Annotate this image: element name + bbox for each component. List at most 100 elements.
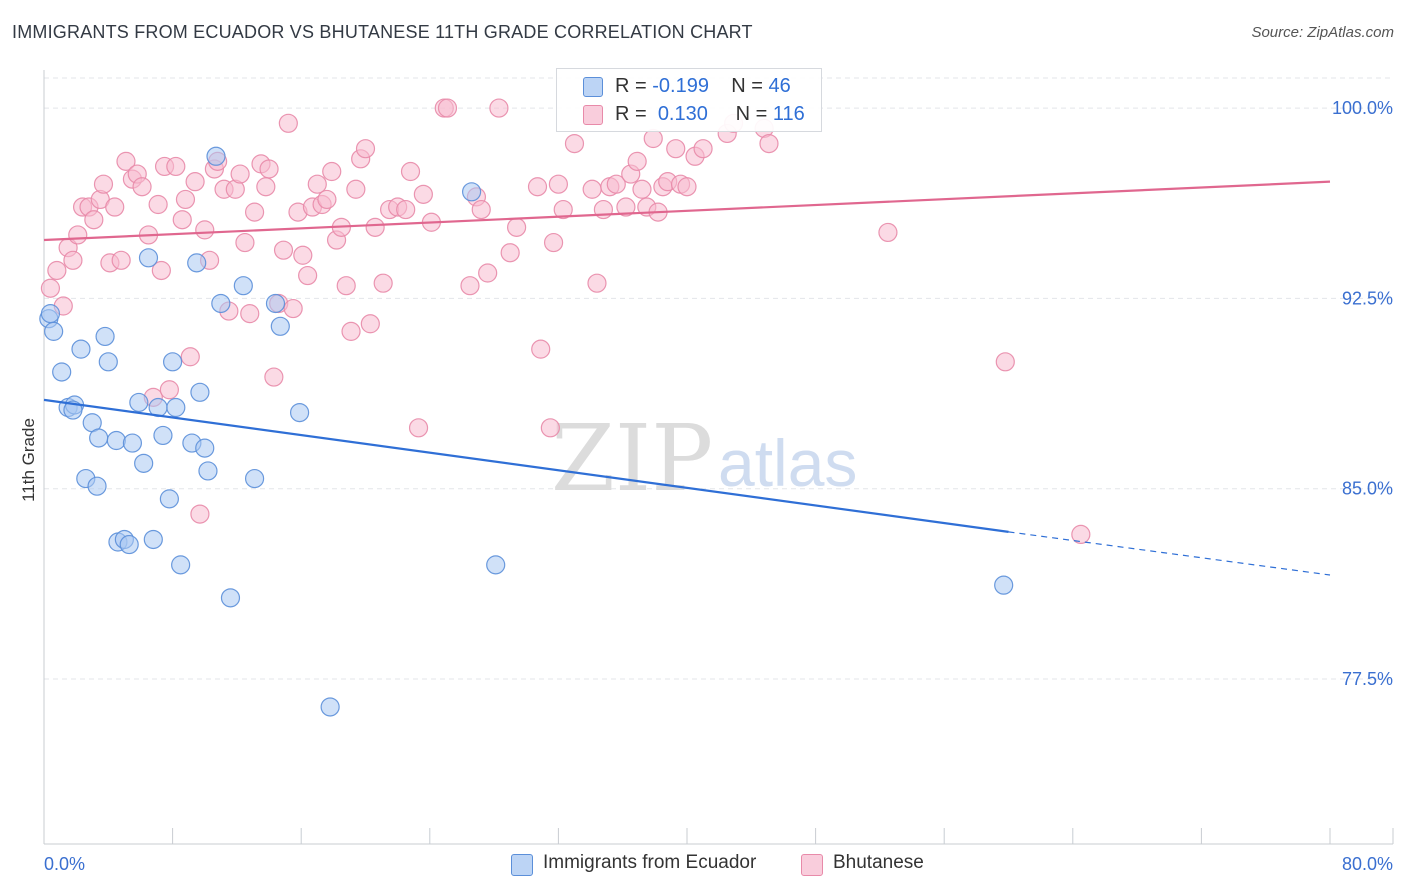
data-point-ecuador [119,534,139,555]
data-point-bhutanese [84,210,104,230]
bottom-legend-swatch-ecuador [511,854,533,876]
data-point-bhutanese [273,240,294,260]
data-point-bhutanese [116,151,136,171]
data-point-bhutanese [437,98,458,118]
legend-swatch-bhutanese [583,105,603,125]
data-point-ecuador [106,430,126,451]
data-point-bhutanese [105,197,125,217]
data-point-ecuador [289,402,310,423]
data-point-bhutanese [460,276,480,296]
data-point-ecuador [320,697,340,717]
bottom-legend-swatch-bhutanese [801,854,823,876]
data-point-bhutanese [264,367,284,387]
data-point-bhutanese [159,380,179,400]
data-point-bhutanese [632,179,652,199]
data-point-bhutanese [677,177,697,197]
data-point-bhutanese [606,174,626,194]
watermark-atlas: atlas [718,426,857,500]
y-tick-label: 85.0% [1342,479,1393,499]
data-point-bhutanese [307,174,327,194]
data-point-bhutanese [317,189,337,210]
data-point-bhutanese [40,278,61,298]
correlation-legend: R = -0.199 N = 46 R = 0.130 N = 116 [556,68,822,132]
watermark: ZIP atlas [551,405,857,512]
data-point-ecuador [129,392,149,413]
y-tick-label: 77.5% [1342,669,1393,689]
data-point-ecuador [87,476,107,496]
data-point-ecuador [166,397,186,418]
data-point-ecuador [270,316,290,336]
x-tick-label-start: 0.0% [44,854,85,874]
data-point-bhutanese [185,172,205,192]
data-point-bhutanese [336,276,356,296]
y-tick-label: 100.0% [1332,98,1393,118]
data-point-bhutanese [240,304,260,324]
data-point-bhutanese [543,232,564,253]
data-point-bhutanese [582,179,602,199]
data-point-ecuador [163,352,183,372]
y-tick-label: 92.5% [1342,288,1393,308]
data-point-bhutanese [587,273,607,293]
legend-r-value: -0.199 [652,75,709,97]
data-point-ecuador [486,555,506,575]
x-tick-labels: 0.0% 80.0% [44,854,1393,874]
bottom-legend-label-bhutanese: Bhutanese [833,852,924,873]
data-point-bhutanese [151,260,171,281]
data-point-ecuador [138,248,159,268]
data-point-bhutanese [172,210,192,230]
data-point-bhutanese [1071,524,1091,545]
data-point-bhutanese [195,220,215,240]
data-point-bhutanese [293,245,313,265]
data-point-bhutanese [256,177,276,197]
x-tick-label-end: 80.0% [1342,854,1393,874]
data-point-ecuador [89,428,109,448]
data-point-bhutanese [373,273,393,293]
data-point-ecuador [44,321,64,341]
series-ecuador-points [39,146,1014,717]
data-point-bhutanese [365,217,385,237]
data-point-bhutanese [166,156,186,177]
data-point-bhutanese [132,177,152,197]
data-point-ecuador [187,253,207,273]
data-point-bhutanese [190,504,210,524]
legend-n-value: 46 [768,75,791,97]
data-point-bhutanese [283,298,303,319]
data-point-bhutanese [616,197,636,217]
data-point-bhutanese [68,225,88,245]
legend-r-value: 0.130 [657,103,708,125]
data-point-bhutanese [666,139,686,159]
trend-line-ecuador-projection [1008,531,1331,576]
legend-r-label: R = [615,75,647,97]
data-point-bhutanese [500,243,520,263]
data-point-bhutanese [995,352,1015,372]
data-point-bhutanese [360,314,380,334]
legend-n-label: N = [735,103,768,125]
data-point-ecuador [159,489,179,509]
data-point-bhutanese [111,250,131,270]
data-point-bhutanese [413,184,433,204]
data-point-bhutanese [548,174,569,194]
data-point-bhutanese [693,139,713,159]
data-point-bhutanese [478,263,498,283]
data-point-bhutanese [180,347,200,367]
legend-n-label: N = [731,75,763,97]
trend-lines [43,180,1331,576]
data-point-bhutanese [553,199,573,220]
data-point-bhutanese [759,133,779,154]
data-point-ecuador [233,276,253,296]
data-point-ecuador [40,304,61,324]
data-point-bhutanese [230,164,250,184]
data-point-ecuador [190,382,210,402]
legend-n-value: 116 [772,103,805,125]
data-point-bhutanese [540,418,560,438]
legend-r-label: R = [615,103,647,125]
axes [43,70,1394,845]
data-point-bhutanese [527,177,548,197]
data-point-ecuador [198,461,218,481]
data-point-bhutanese [531,339,551,359]
data-point-bhutanese [244,202,265,222]
data-point-ecuador [195,438,215,458]
data-point-bhutanese [489,98,509,118]
data-point-ecuador [206,146,226,166]
data-point-ecuador [994,575,1014,595]
